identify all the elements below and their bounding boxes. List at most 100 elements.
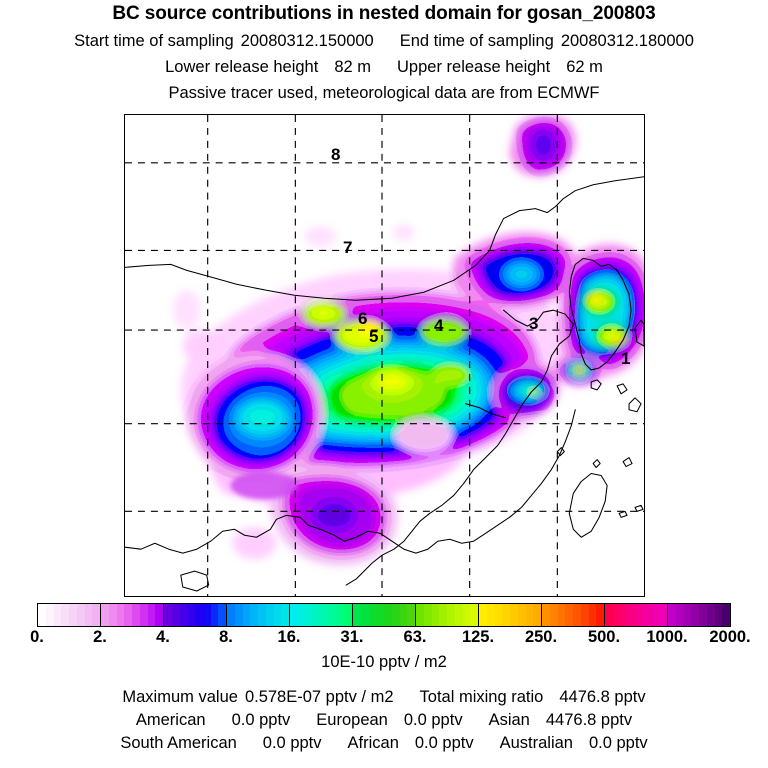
colorbar-segment-10[interactable]	[668, 604, 730, 626]
colorbar-step	[494, 604, 503, 626]
colorbar-tick-11: 2000.	[709, 628, 751, 646]
colorbar-step	[479, 604, 487, 626]
colorbar-segment-0[interactable]	[38, 604, 101, 626]
colorbar-step	[84, 604, 93, 626]
region-african-value: 0.0 pptv	[414, 734, 474, 752]
colorbar-step	[281, 604, 289, 626]
colorbar-tick-10: 1000.	[646, 628, 688, 646]
colorbar-step	[139, 604, 148, 626]
summary-row-regions-1: American 0.0 pptv European 0.0 pptv Asian 447…	[0, 711, 768, 730]
colorbar-step	[643, 604, 652, 626]
maximum-value-label: Maximum value	[122, 688, 238, 706]
colorbar-step	[210, 604, 219, 626]
colorbar-unit-label: 10E-10 pptv / m2	[321, 653, 447, 671]
colorbar-step	[722, 604, 730, 626]
colorbar-step	[612, 604, 621, 626]
region-african-label: African	[347, 734, 399, 752]
colorbar-step	[580, 604, 589, 626]
colorbar-step	[250, 604, 258, 626]
colorbar-step	[321, 604, 329, 626]
colorbar-step	[53, 604, 62, 626]
colorbar-gradient[interactable]	[37, 603, 731, 627]
page-title: BC source contributions in nested domain…	[112, 3, 656, 24]
colorbar-tick-2: 4.	[156, 628, 170, 646]
region-european-label: European	[316, 711, 388, 729]
colorbar[interactable]	[37, 603, 731, 627]
summary-row-regions-2: South American 0.0 pptv African 0.0 pptv Aus…	[0, 734, 768, 753]
colorbar-step	[273, 604, 282, 626]
region-south-american-label: South American	[120, 734, 237, 752]
colorbar-step	[416, 604, 424, 626]
region-australian-label: Australian	[499, 734, 573, 752]
colorbar-step	[116, 604, 125, 626]
upper-release-value: 62 m	[566, 58, 603, 76]
colorbar-step	[164, 604, 172, 626]
colorbar-segment-9[interactable]	[605, 604, 668, 626]
colorbar-step	[336, 604, 345, 626]
colorbar-segment-7[interactable]	[479, 604, 542, 626]
colorbar-segment-2[interactable]	[164, 604, 227, 626]
graticule-gridlines	[125, 115, 644, 596]
colorbar-step	[155, 604, 163, 626]
colorbar-step	[549, 604, 558, 626]
colorbar-step	[588, 604, 597, 626]
colorbar-step	[313, 604, 321, 626]
lower-release-value: 82 m	[334, 58, 371, 76]
sampling-time-row: Start time of sampling 20080312.150000 End…	[0, 32, 768, 51]
lower-release-label: Lower release height	[165, 58, 319, 76]
colorbar-step	[384, 604, 392, 626]
colorbar-step	[706, 604, 715, 626]
colorbar-step	[391, 604, 400, 626]
tracer-note: Passive tracer used, meteorological data…	[168, 84, 600, 102]
colorbar-step	[620, 604, 629, 626]
colorbar-step	[61, 604, 69, 626]
maximum-value: 0.578E-07 pptv / m2	[244, 688, 394, 706]
colorbar-step	[69, 604, 77, 626]
colorbar-step	[636, 604, 644, 626]
colorbar-segment-4[interactable]	[290, 604, 353, 626]
colorbar-step	[290, 604, 298, 626]
colorbar-step	[605, 604, 613, 626]
colorbar-step	[675, 604, 684, 626]
colorbar-step	[454, 604, 463, 626]
colorbar-segment-5[interactable]	[353, 604, 416, 626]
colorbar-step	[565, 604, 573, 626]
start-time-label: Start time of sampling	[74, 32, 234, 50]
region-australian-value: 0.0 pptv	[588, 734, 648, 752]
colorbar-step	[376, 604, 384, 626]
colorbar-step	[353, 604, 361, 626]
colorbar-step	[691, 604, 699, 626]
colorbar-segment-6[interactable]	[416, 604, 479, 626]
colorbar-step	[714, 604, 723, 626]
colorbar-step	[399, 604, 408, 626]
colorbar-tick-0: 0.	[30, 628, 44, 646]
colorbar-tick-4: 16.	[277, 628, 301, 646]
colorbar-step	[171, 604, 180, 626]
colorbar-tick-1: 2.	[93, 628, 107, 646]
colorbar-step	[573, 604, 581, 626]
colorbar-step	[360, 604, 369, 626]
colorbar-step	[659, 604, 667, 626]
colorbar-step	[486, 604, 495, 626]
colorbar-step	[470, 604, 478, 626]
colorbar-step	[297, 604, 306, 626]
colorbar-segment-3[interactable]	[227, 604, 290, 626]
colorbar-step	[344, 604, 352, 626]
colorbar-step	[423, 604, 432, 626]
colorbar-step	[439, 604, 447, 626]
end-time-value: 20080312.180000	[560, 32, 694, 50]
colorbar-step	[147, 604, 156, 626]
colorbar-step	[202, 604, 211, 626]
colorbar-tick-9: 500.	[587, 628, 621, 646]
colorbar-step	[124, 604, 132, 626]
colorbar-tick-8: 250.	[524, 628, 558, 646]
colorbar-step	[462, 604, 471, 626]
colorbar-segment-1[interactable]	[101, 604, 164, 626]
colorbar-tick-labels: 0. 2. 4. 8. 16. 31. 63. 125. 250. 500. 1000. 2000.	[0, 628, 768, 650]
colorbar-step	[447, 604, 455, 626]
colorbar-step	[557, 604, 566, 626]
colorbar-tick-7: 125.	[461, 628, 495, 646]
colorbar-segment-8[interactable]	[542, 604, 605, 626]
region-asian-label: Asian	[488, 711, 530, 729]
